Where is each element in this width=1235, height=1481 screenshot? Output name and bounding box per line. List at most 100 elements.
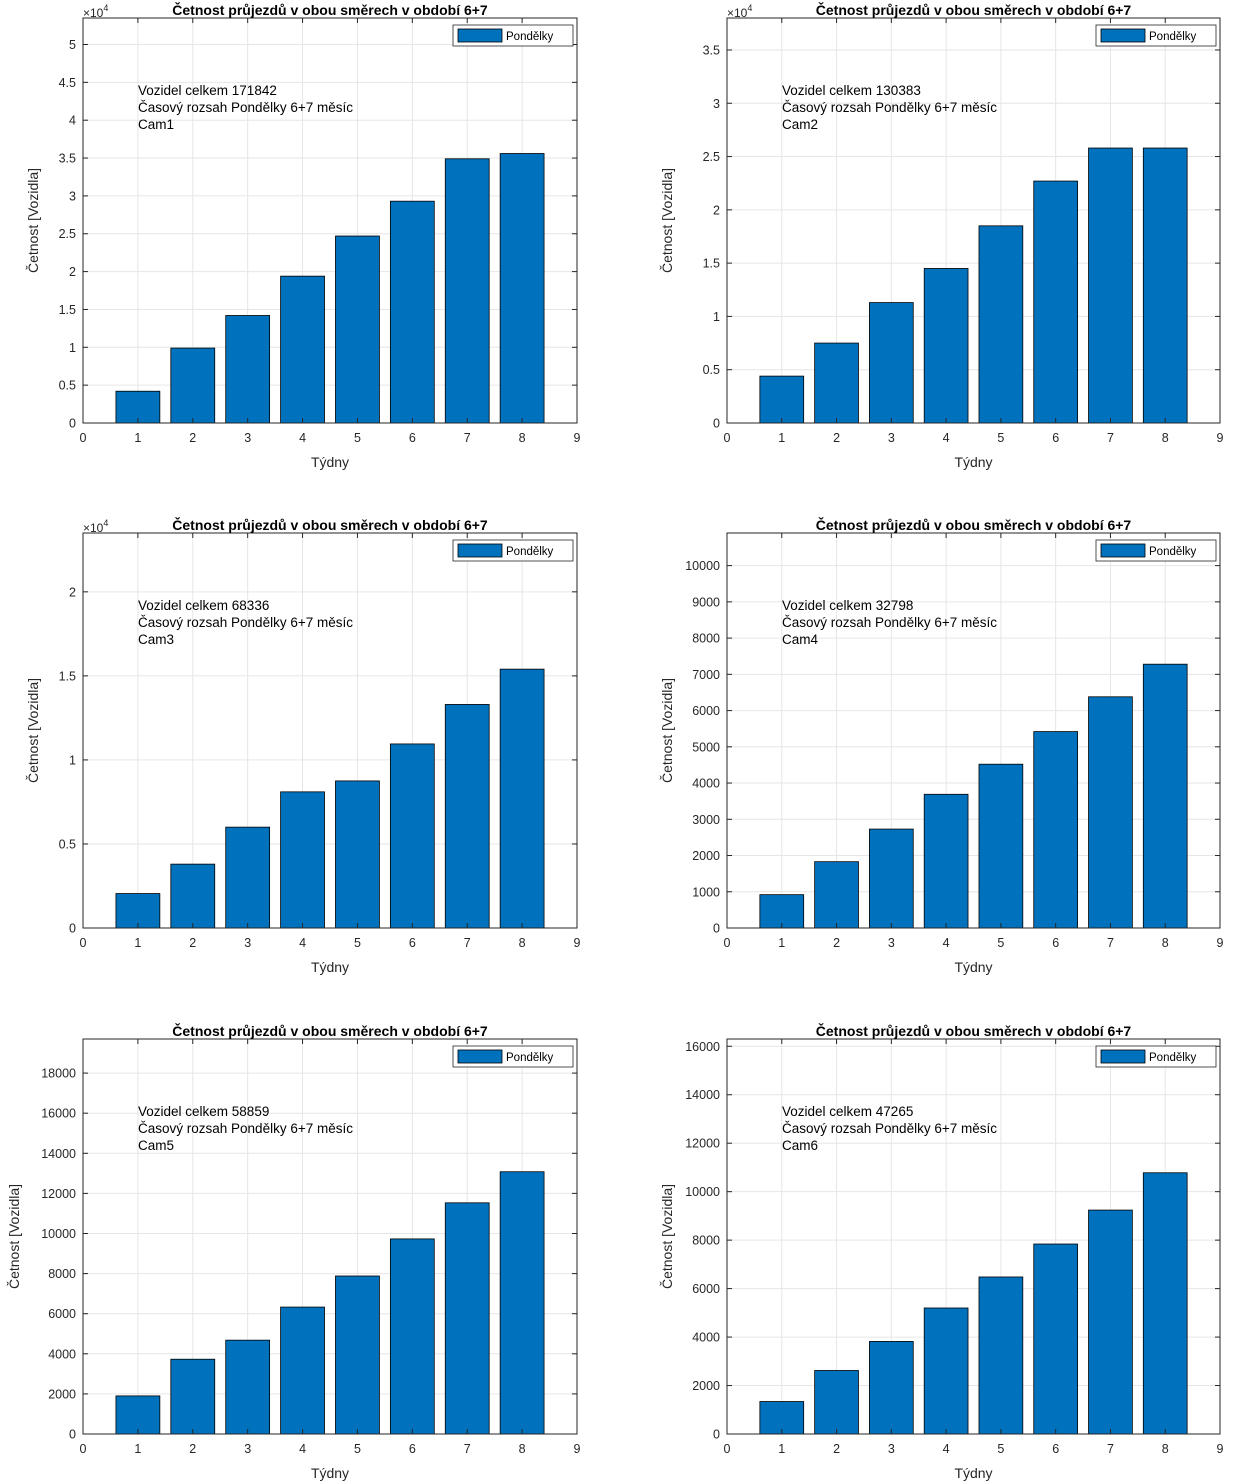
x-tick-label: 0 [80,1442,87,1456]
y-tick-label: 0.5 [59,379,76,393]
y-tick-label: 2000 [48,1387,76,1401]
plot-area [83,18,577,423]
annotation-line-1: Vozidel celkem 68336 [138,598,269,613]
y-tick-label: 5 [69,38,76,52]
annotation-line-2: Časový rozsah Pondělky 6+7 měsíc [782,100,997,115]
legend-label: Pondělky [506,1052,554,1064]
x-tick-label: 8 [519,936,526,950]
legend-swatch [1100,543,1146,558]
x-tick-label: 0 [724,431,731,445]
bar-week-2 [814,1370,859,1435]
x-tick-label: 3 [888,1442,895,1456]
bar-week-8 [1142,1172,1188,1435]
x-tick-label: 7 [1107,431,1114,445]
chart-title: Četnost průjezdů v obou směrech v období… [172,516,488,533]
x-tick-label: 5 [997,431,1004,445]
y-exponent-label: ×104 [83,518,108,535]
y-tick-label: 10000 [41,1227,76,1241]
axes-box [726,17,1221,424]
x-tick-label: 9 [574,431,581,445]
y-tick-label: 4.5 [59,76,76,90]
x-tick-label: 2 [189,1442,196,1456]
x-tick-label: 6 [1052,1442,1059,1456]
chart-panel-1: 0 1 2 3 4 5 6 7 8 900.511.522.533.544.55×104 Četno… [25,1,581,470]
y-tick-label: 2000 [692,1379,720,1393]
bar-week-1 [115,1395,161,1435]
x-tick-label: 6 [409,431,416,445]
y-tick-label: 2 [713,203,720,217]
y-tick-label: 0 [69,1428,76,1442]
bar-week-6 [389,1238,435,1435]
annotation-line-1: Vozidel celkem 32798 [782,598,913,613]
y-tick-label: 9000 [692,595,720,609]
x-tick-label: 5 [354,936,361,950]
chart-panel-4: 0 1 2 3 4 5 6 7 8 9 0 1000 2000 3000 4000 5000 6000 7000 8… [659,516,1224,975]
annotation-line-2: Časový rozsah Pondělky 6+7 měsíc [138,100,353,115]
bar-week-8 [499,153,545,424]
y-tick-label: 8000 [692,1234,720,1248]
bar-week-5 [978,763,1024,929]
x-tick-label: 0 [80,431,87,445]
bar-week-2 [814,861,859,929]
y-tick-label: 2000 [692,849,720,863]
x-tick-label: 2 [833,431,840,445]
bar-week-1 [759,375,805,424]
x-tick-label: 9 [1217,1442,1224,1456]
x-axis-label: Týdny [311,959,349,975]
y-axis-label: Četnost [Vozidla] [659,678,675,783]
x-tick-label: 2 [189,431,196,445]
y-tick-label: 10000 [685,1185,720,1199]
y-tick-label: 7000 [692,668,720,682]
bar-week-4 [280,275,325,424]
y-exponent-label: ×104 [83,3,108,20]
x-tick-label: 4 [943,1442,950,1456]
bar-week-4 [280,1306,325,1435]
x-tick-label: 4 [299,936,306,950]
x-tick-label: 8 [1162,1442,1169,1456]
annotation-line-3: Cam2 [782,117,818,132]
x-axis-label: Týdny [954,1465,992,1481]
axes-box [726,532,1221,929]
bar-week-1 [759,1401,805,1435]
bar-week-6 [1033,731,1078,929]
y-tick-label: 0.5 [59,837,76,851]
bar-week-2 [170,863,216,929]
legend-label: Pondělky [1149,546,1197,558]
y-tick-label: 3 [713,97,720,111]
y-tick-label: 1.5 [703,257,720,271]
annotation-line-2: Časový rozsah Pondělky 6+7 měsíc [782,615,997,630]
axes-box [82,532,578,929]
annotation-line-3: Cam3 [138,632,174,647]
x-tick-label: 2 [833,1442,840,1456]
bar-week-7 [444,704,490,929]
annotation-line-3: Cam5 [138,1138,174,1153]
bar-week-5 [335,1275,380,1435]
bar-week-4 [923,793,969,929]
bar-week-8 [1142,147,1188,424]
bar-week-7 [1088,1209,1133,1435]
y-tick-label: 12000 [41,1187,76,1201]
chart-title: Četnost průjezdů v obou směrech v období… [172,1,488,18]
legend-swatch [1100,1049,1146,1064]
x-tick-label: 8 [519,1442,526,1456]
annotation-line-3: Cam1 [138,117,174,132]
bar-week-4 [280,791,325,929]
x-tick-label: 1 [778,431,785,445]
bar-week-5 [335,780,380,929]
x-axis-label: Týdny [311,454,349,470]
legend-swatch [457,28,503,43]
x-tick-label: 0 [724,936,731,950]
legend-label: Pondělky [1149,1052,1197,1064]
plot-area [727,533,1220,928]
x-tick-label: 6 [409,1442,416,1456]
x-tick-label: 7 [464,431,471,445]
y-tick-label: 2.5 [703,150,720,164]
chart-title: Četnost průjezdů v obou směrech v období… [816,1022,1132,1039]
x-tick-label: 8 [1162,431,1169,445]
x-tick-label: 0 [80,936,87,950]
y-exponent-power: 4 [103,3,108,13]
chart-panel-3: 0 1 2 3 4 5 6 7 8 900.511.52×104 Četnost průjezdů … [25,516,581,975]
chart-title: Četnost průjezdů v obou směrech v období… [816,1,1132,18]
y-tick-label: 1.5 [59,303,76,317]
y-axis-label: Četnost [Vozidla] [25,168,41,273]
